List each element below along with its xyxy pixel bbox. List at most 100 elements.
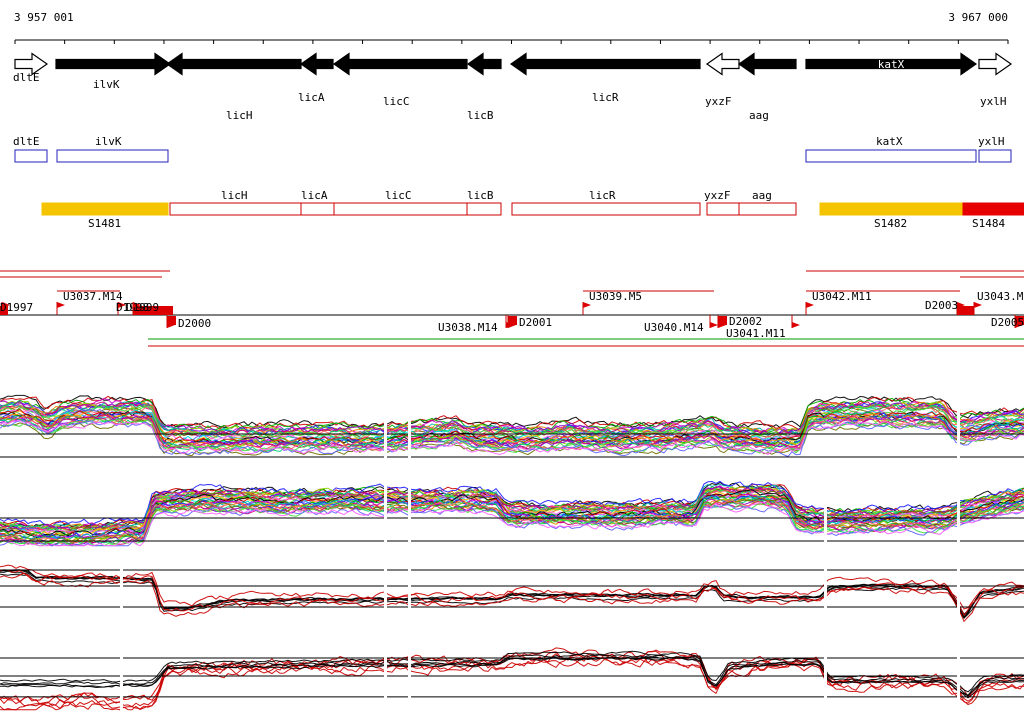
expression-line: [0, 419, 1024, 455]
segment-licH[interactable]: [169, 202, 302, 216]
segment-licC[interactable]: [333, 202, 468, 216]
probe-block[interactable]: [0, 306, 8, 315]
missing-data-gap: [824, 555, 827, 629]
probe-label-D2005[interactable]: D2005: [991, 316, 1024, 329]
probe-flag-pennant[interactable]: [792, 322, 800, 328]
gene-arrow-katX[interactable]: [805, 52, 978, 76]
probe-flag-pennant[interactable]: [508, 322, 516, 328]
gene-label-yxlH: yxlH: [980, 95, 1007, 108]
gene-label-yxzF: yxzF: [705, 95, 732, 108]
probe-label-U3038.M14[interactable]: U3038.M14: [438, 321, 498, 334]
segment-licA[interactable]: [300, 202, 335, 216]
probe-block[interactable]: [957, 306, 974, 315]
gene-arrow-licC[interactable]: [332, 52, 468, 76]
gene-arrow-aag[interactable]: [737, 52, 797, 76]
segment-yxzF[interactable]: [706, 202, 740, 216]
probe-label-U3042.M11[interactable]: U3042.M11: [812, 290, 872, 303]
expression-line: [0, 501, 1024, 547]
probe-label-D1997[interactable]: D1997: [0, 301, 33, 314]
missing-data-gap: [408, 555, 411, 629]
probe-block[interactable]: [508, 316, 517, 325]
gene-arrow-yxzF[interactable]: [705, 52, 740, 76]
probe-label-U3041.M11[interactable]: U3041.M11: [726, 327, 786, 340]
expression-line: [0, 403, 1024, 437]
segment-licR[interactable]: [511, 202, 701, 216]
probe-flag-pennant[interactable]: [2, 302, 10, 308]
expression-line: [0, 487, 1024, 533]
probe-flag-pennant[interactable]: [957, 302, 965, 308]
segment-label-S1484: S1484: [972, 217, 1005, 230]
probe-label-U3037.M14[interactable]: U3037.M14: [63, 290, 123, 303]
probe-block[interactable]: [1015, 316, 1024, 325]
probe-flag-pennant[interactable]: [167, 322, 175, 328]
expression-line: [0, 408, 1024, 446]
probe-label-U3040.M14[interactable]: U3040.M14: [644, 321, 704, 334]
gene-arrow-dltE[interactable]: [14, 52, 49, 76]
gene-label-katX: katX: [878, 58, 905, 71]
probe-flag-pennant[interactable]: [57, 302, 65, 308]
ruler-start-label: 3 957 001: [14, 11, 74, 24]
gene-label-aag: aag: [749, 109, 769, 122]
gene-arrow-licB[interactable]: [466, 52, 502, 76]
probe-label-D2003[interactable]: D2003: [925, 299, 958, 312]
segment-label-licB: licB: [467, 189, 494, 202]
probe-flag-pennant[interactable]: [583, 302, 591, 308]
missing-data-gap: [957, 639, 960, 713]
probe-flag-pennant[interactable]: [1015, 322, 1023, 328]
probe-flag-pennant[interactable]: [806, 302, 814, 308]
blue-gene-box-ilvK[interactable]: [56, 149, 169, 163]
probe-flag-pennant[interactable]: [710, 322, 718, 328]
probe-flag-pennant[interactable]: [133, 302, 141, 308]
expression-line: [0, 502, 1024, 547]
missing-data-gap: [384, 475, 387, 549]
gene-label-licA: licA: [298, 91, 325, 104]
blue-gene-box-dltE[interactable]: [14, 149, 48, 163]
expression-line: [0, 570, 1024, 618]
gene-arrow-yxlH[interactable]: [978, 52, 1013, 76]
gene-arrow-licA[interactable]: [299, 52, 334, 76]
missing-data-gap: [824, 475, 827, 549]
segment-S1481[interactable]: [41, 202, 169, 216]
ruler-end-label: 3 967 000: [948, 11, 1008, 24]
probe-flag-pennant[interactable]: [118, 302, 126, 308]
gene-label-dltE: dltE: [13, 71, 40, 84]
probe-flag-pennant[interactable]: [718, 322, 726, 328]
segment-label-licR: licR: [589, 189, 616, 202]
missing-data-gap: [120, 555, 123, 629]
probe-label-U3043.M[interactable]: U3043.M: [977, 290, 1024, 303]
probe-label-D2002[interactable]: D2002: [729, 315, 762, 328]
missing-data-gap: [957, 393, 960, 467]
probe-label-D2001[interactable]: D2001: [519, 316, 552, 329]
missing-data-gap: [384, 639, 387, 713]
probe-block[interactable]: [133, 306, 173, 315]
expression-line: [0, 411, 1024, 446]
blue-gene-box-label-ilvK: ilvK: [95, 135, 122, 148]
probe-label-U3039.M5[interactable]: U3039.M5: [589, 290, 642, 303]
blue-gene-box-label-dltE: dltE: [13, 135, 40, 148]
probe-block[interactable]: [167, 316, 176, 325]
missing-data-gap: [408, 393, 411, 467]
segment-label-S1482: S1482: [874, 217, 907, 230]
gene-arrow-ilvK[interactable]: [55, 52, 172, 76]
blue-gene-box-katX[interactable]: [805, 149, 977, 163]
gene-arrow-licH[interactable]: [165, 52, 302, 76]
expression-line: [0, 650, 1024, 693]
expression-line: [0, 572, 1024, 623]
segment-label-aag: aag: [752, 189, 772, 202]
segment-S1482[interactable]: [819, 202, 964, 216]
probe-label-D1999[interactable]: D1999: [126, 301, 159, 314]
probe-flag-pennant[interactable]: [974, 302, 982, 308]
expression-line: [0, 656, 1024, 711]
probe-label-D2000[interactable]: D2000: [178, 317, 211, 330]
segment-licB[interactable]: [466, 202, 502, 216]
probe-block[interactable]: [718, 316, 727, 325]
blue-gene-box-yxlH[interactable]: [978, 149, 1012, 163]
expression-line: [0, 653, 1024, 696]
gene-arrow-licR[interactable]: [509, 52, 701, 76]
expression-line: [0, 569, 1024, 617]
segment-S1484[interactable]: [962, 202, 1024, 216]
segment-label-licH: licH: [221, 189, 248, 202]
segment-aag[interactable]: [738, 202, 797, 216]
missing-data-gap: [384, 555, 387, 629]
